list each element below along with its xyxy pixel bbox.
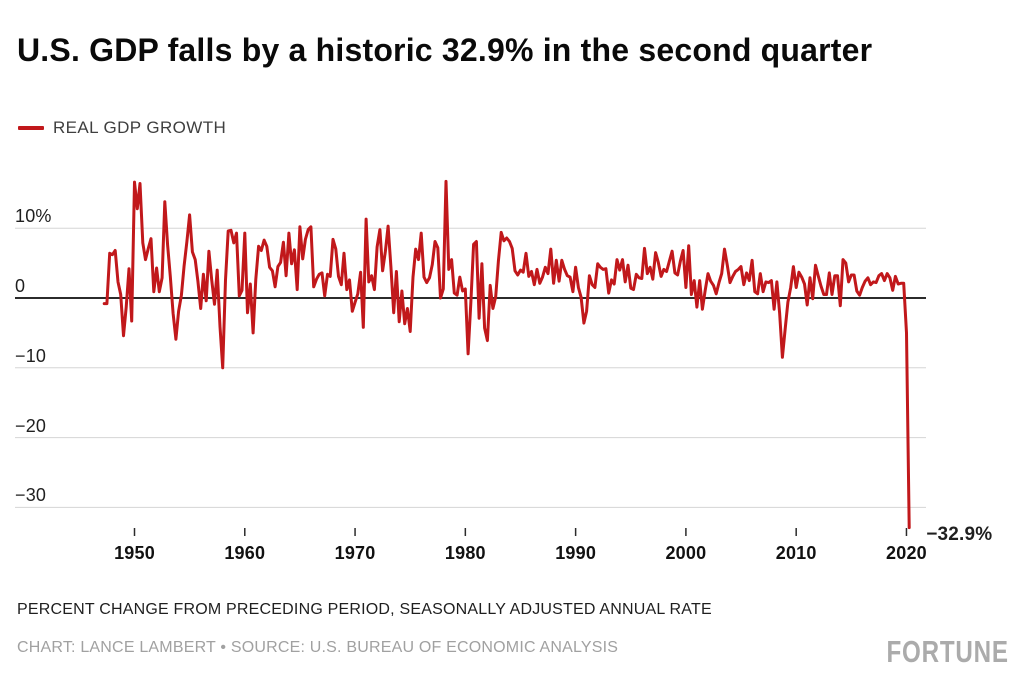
real-gdp-growth-line [102, 179, 911, 530]
x-axis-label: 1990 [555, 543, 597, 563]
y-axis-label: −30 [15, 485, 47, 506]
fortune-logo: FORTUNE [886, 634, 1009, 669]
legend-label: REAL GDP GROWTH [53, 118, 227, 137]
y-axis-label: −10 [15, 345, 47, 366]
chart-title: U.S. GDP falls by a historic 32.9% in th… [17, 32, 873, 69]
x-axis-label: 1970 [334, 543, 376, 563]
legend-line-swatch [18, 126, 44, 130]
x-axis-label: 1960 [224, 543, 266, 563]
x-axis-label: 1980 [444, 543, 486, 563]
x-axis-label: 1950 [114, 543, 155, 563]
chart-legend: REAL GDP GROWTH [18, 118, 226, 138]
latest-value-annotation: −32.9% [926, 523, 993, 545]
x-axis-label: 2000 [665, 543, 707, 563]
chart-byline: CHART: LANCE LAMBERT • SOURCE: U.S. BURE… [17, 639, 619, 656]
chart-note: PERCENT CHANGE FROM PRECEDING PERIOD, SE… [17, 601, 712, 618]
y-axis-label: 0 [15, 276, 26, 296]
y-axis-label: −20 [15, 415, 47, 436]
x-axis-label: 2020 [886, 543, 927, 563]
y-axis-label: 10% [15, 206, 52, 227]
x-axis-label: 2010 [775, 543, 817, 563]
